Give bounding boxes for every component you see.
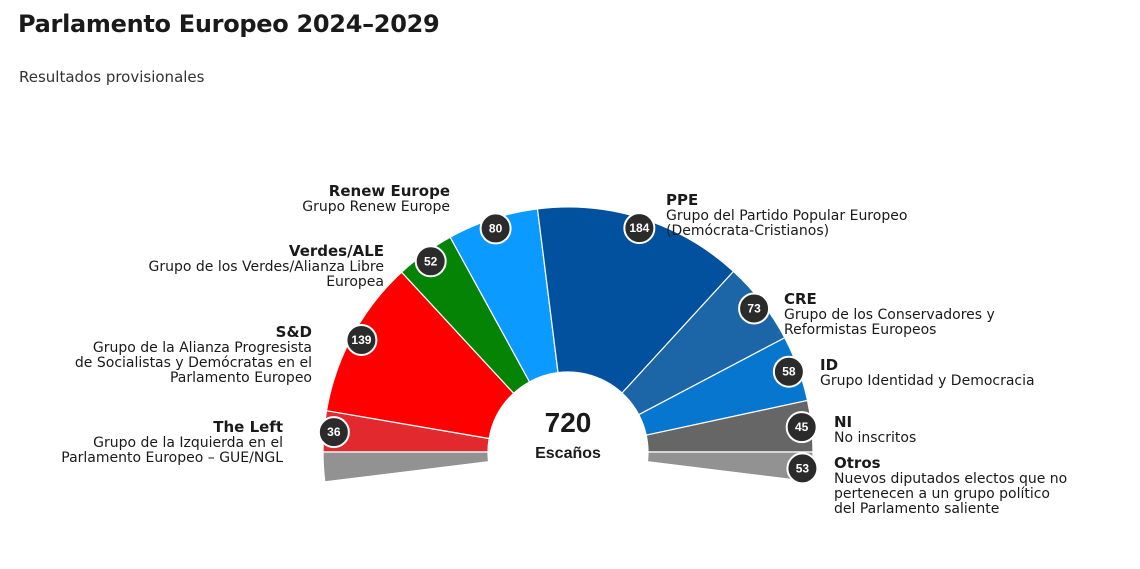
total-seats-label: Escaños <box>535 445 601 462</box>
label-abbr: PPE <box>666 191 699 209</box>
segment-otros-left <box>322 451 490 483</box>
label-full-name: Grupo de la Izquierda en el Parlamento E… <box>61 435 283 466</box>
label-full-name: No inscritos <box>834 430 917 446</box>
segment-renew-badge <box>479 212 512 245</box>
label-sd: S&D Grupo de la Alianza Progresista de S… <box>75 323 312 386</box>
label-full-name: Nuevos diputados electos que no pertenec… <box>834 471 1068 517</box>
label-abbr: S&D <box>275 323 312 341</box>
label-abbr: CRE <box>784 290 817 308</box>
seat-badges: 36 139 52 80 184 73 58 45 53 <box>317 212 819 485</box>
segment-greens-badge <box>414 245 447 278</box>
label-abbr: Verdes/ALE <box>288 242 384 260</box>
label-id: ID Grupo Identidad y Democracia <box>820 356 1035 389</box>
label-full-name: Grupo de los Conservadores y Reformistas… <box>784 307 995 338</box>
label-full-name: Grupo Identidad y Democracia <box>820 373 1035 389</box>
label-verdes-ale: Verdes/ALE Grupo de los Verdes/Alianza L… <box>149 242 384 290</box>
segment-ppe-badge <box>623 212 656 245</box>
label-abbr: ID <box>820 356 839 374</box>
segment-cre-seat-count: 73 <box>747 301 761 315</box>
label-abbr: The Left <box>213 418 283 436</box>
label-full-name: Grupo de la Alianza Progresista de Socia… <box>74 340 312 386</box>
segment-otros-badge <box>786 452 819 485</box>
label-full-name: Grupo Renew Europe <box>302 199 450 215</box>
label-the-left: The Left Grupo de la Izquierda en el Par… <box>61 418 283 466</box>
chart-title: Parlamento Europeo 2024–2029 <box>18 10 440 38</box>
chart-subtitle: Resultados provisionales <box>19 68 205 86</box>
label-renew-europe: Renew Europe Grupo Renew Europe <box>302 182 450 215</box>
label-ni: NI No inscritos <box>834 413 916 446</box>
segment-otros-seat-count: 53 <box>796 461 810 475</box>
label-full-name: Grupo de los Verdes/Alianza Libre Europe… <box>148 259 384 290</box>
label-abbr: NI <box>834 413 853 431</box>
segment-ppe <box>536 206 735 394</box>
total-seats-value: 720 <box>545 407 592 438</box>
label-otros: Otros Nuevos diputados electos que no pe… <box>834 454 1067 517</box>
segment-id-seat-count: 58 <box>782 365 796 379</box>
label-abbr: Otros <box>834 454 881 472</box>
label-cre: CRE Grupo de los Conservadores y Reformi… <box>784 290 995 338</box>
label-ppe: PPE Grupo del Partido Popular Europeo (D… <box>666 191 907 239</box>
label-full-name: Grupo del Partido Popular Europeo (Demóc… <box>666 208 908 239</box>
segment-greens-seat-count: 52 <box>424 254 438 268</box>
segment-cre-badge <box>738 292 771 325</box>
segment-ni-seat-count: 45 <box>795 420 809 434</box>
segment-sd-badge <box>345 323 378 356</box>
segment-sd-seat-count: 139 <box>351 333 371 347</box>
label-abbr: Renew Europe <box>328 182 450 200</box>
segment-left-seat-count: 36 <box>327 425 341 439</box>
segment-renew-seat-count: 80 <box>489 221 503 235</box>
segment-ni-badge <box>785 411 818 444</box>
segment-id-badge <box>772 355 805 388</box>
segment-left-badge <box>317 416 350 449</box>
segment-sd <box>325 271 515 440</box>
segment-ppe-seat-count: 184 <box>629 221 649 235</box>
